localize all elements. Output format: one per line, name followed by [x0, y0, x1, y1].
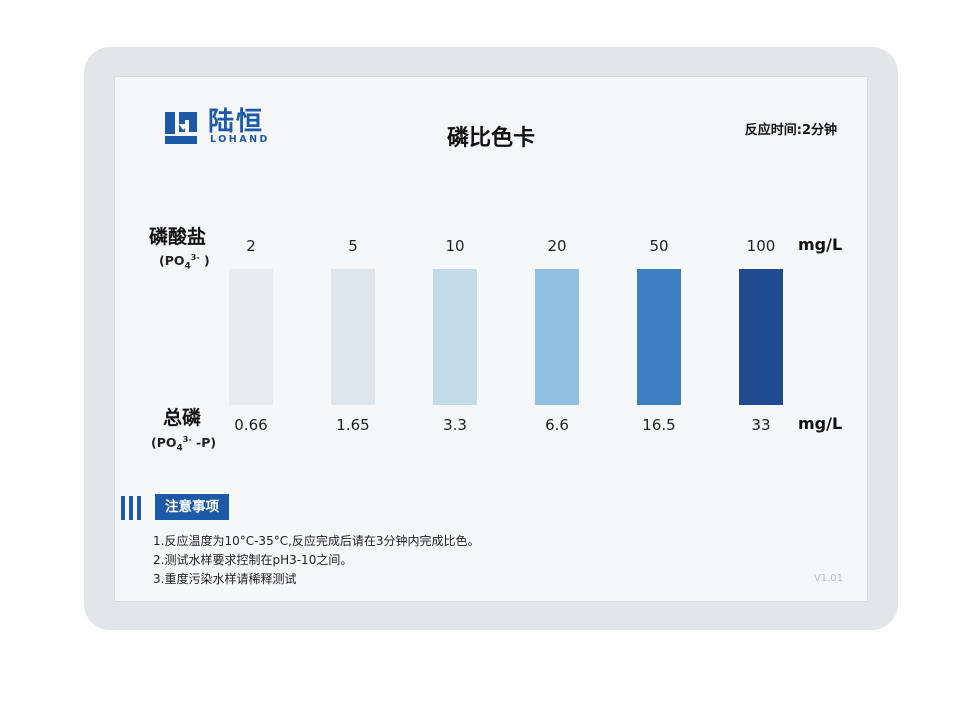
- phosphate-value: 50: [649, 237, 669, 255]
- color-card: 陆恒 LOHAND 磷比色卡 反应时间:2分钟 磷酸盐 (PO43- ) 总磷 …: [115, 77, 867, 601]
- phosphate-value: 20: [547, 237, 567, 255]
- phosphate-value: 100: [746, 237, 776, 255]
- total-phosphorus-value: 3.3: [443, 416, 467, 434]
- total-phosphorus-value: 33: [751, 416, 771, 434]
- notice-stripes-icon: [121, 496, 145, 524]
- total-phosphorus-value: 6.6: [545, 416, 569, 434]
- phosphate-value: 2: [246, 237, 256, 255]
- color-swatch: [535, 269, 579, 405]
- color-swatch: [637, 269, 681, 405]
- color-swatch: [229, 269, 273, 405]
- notice-item: 1.反应温度为10°C-35°C,反应完成后请在3分钟内完成比色。: [153, 534, 480, 548]
- notice-heading: 注意事项: [155, 494, 229, 520]
- notice-item: 2.测试水样要求控制在pH3-10之间。: [153, 553, 353, 567]
- lohand-logo-icon: [165, 112, 197, 144]
- phosphate-formula: (PO43- ): [159, 253, 210, 272]
- total-phosphorus-value: 1.65: [336, 416, 370, 434]
- color-swatch: [739, 269, 783, 405]
- phosphate-unit: mg/L: [798, 235, 843, 254]
- total-phosphorus-value: 0.66: [234, 416, 268, 434]
- notice-item: 3.重度污染水样请稀释测试: [153, 572, 297, 586]
- version-label: V1.01: [813, 573, 843, 584]
- total-phosphorus-unit: mg/L: [798, 414, 843, 433]
- phosphate-value: 5: [348, 237, 358, 255]
- brand-name-cn: 陆恒: [208, 107, 265, 137]
- reaction-time: 反应时间:2分钟: [744, 123, 837, 138]
- total-phosphorus-value: 16.5: [642, 416, 676, 434]
- color-swatch: [433, 269, 477, 405]
- card-title: 磷比色卡: [446, 126, 535, 151]
- brand-name-en: LOHAND: [210, 134, 270, 145]
- total-phosphorus-formula: (PO43- -P): [151, 435, 217, 454]
- phosphate-label: 磷酸盐: [149, 226, 207, 248]
- total-phosphorus-label: 总磷: [163, 407, 202, 429]
- phosphate-value: 10: [445, 237, 465, 255]
- color-swatch: [331, 269, 375, 405]
